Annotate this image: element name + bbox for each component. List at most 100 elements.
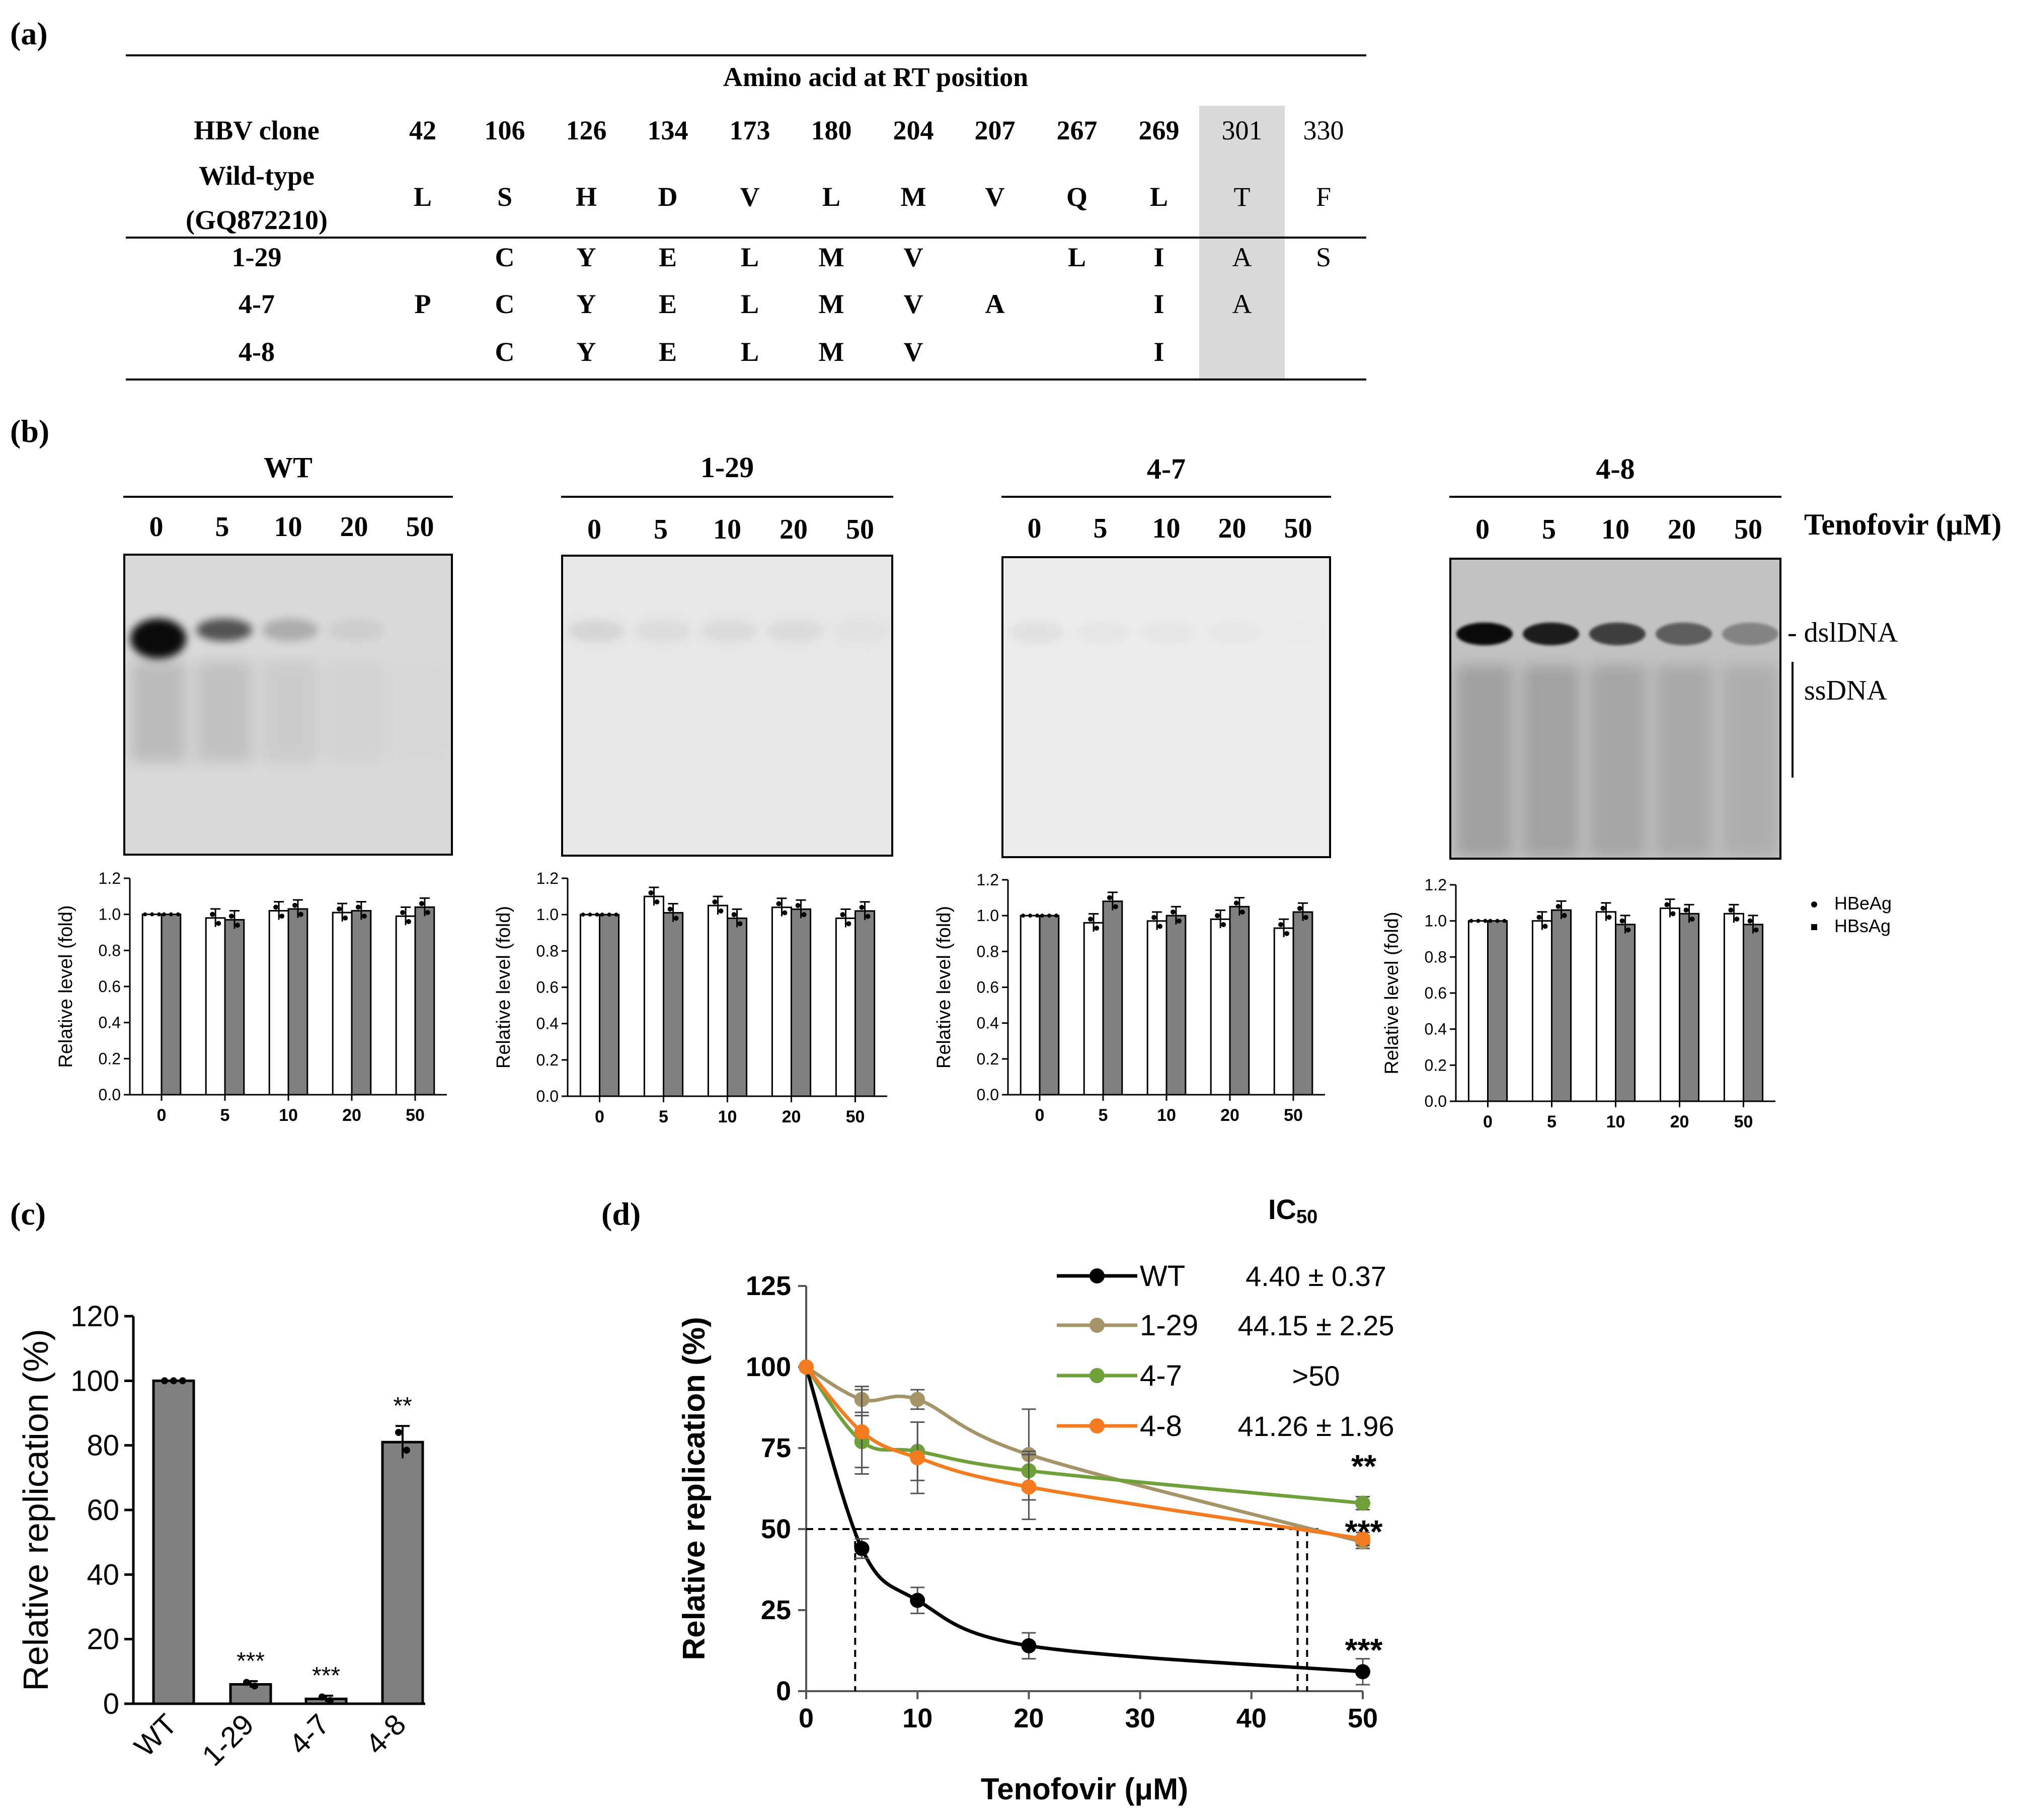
significance-label: *** — [1345, 1513, 1383, 1550]
significance-label: *** — [312, 1662, 340, 1689]
blot-title-rule — [1001, 496, 1331, 498]
y-tick-label: 0.4 — [99, 1014, 121, 1032]
bar-HBsAg — [1743, 924, 1764, 1102]
replicate-point — [1170, 909, 1176, 915]
x-tick-label: 10 — [279, 1106, 298, 1125]
replicate-point — [273, 904, 279, 910]
y-tick-label: 0.2 — [977, 1050, 999, 1068]
position-header-173: 173 — [729, 115, 770, 145]
x-tick-label: 20 — [1220, 1106, 1239, 1125]
x-tick-label: 0 — [799, 1703, 814, 1733]
y-tick-label: 1.2 — [536, 869, 559, 887]
replicate-point — [712, 899, 718, 904]
y-tick-label: 0.4 — [977, 1014, 999, 1032]
mutation-table: Amino acid at RT position HBV clone Wild… — [0, 0, 2022, 403]
y-tick-label: 0.6 — [1425, 984, 1447, 1002]
data-point-WT — [854, 1541, 870, 1556]
replicate-point — [1683, 907, 1689, 913]
blot-concentration-label: 0 — [1475, 514, 1490, 545]
replicate-point — [1495, 919, 1500, 923]
ic50-value-WT: 4.40 ± 0.37 — [1246, 1260, 1386, 1292]
replicate-point — [801, 912, 807, 918]
bar-HBeAg — [395, 915, 416, 1096]
bar-HBeAg — [1531, 920, 1552, 1102]
blot-title-4-7: 4-7 — [1146, 452, 1186, 485]
mutant-residue: E — [658, 289, 677, 319]
replicate-point — [395, 1429, 402, 1436]
position-header-204: 204 — [893, 115, 934, 145]
table-bottom-rule — [126, 378, 1366, 381]
position-header-134: 134 — [647, 115, 688, 145]
wildtype-residue: H — [575, 182, 597, 212]
bar-HBsAg — [1039, 915, 1060, 1096]
replicate-point — [1233, 900, 1239, 906]
y-tick-label: 1.2 — [99, 869, 121, 887]
ssdna-smear — [262, 661, 319, 762]
bar-chart-1-29: 0.0 0.2 0.4 0.6 0.8 1.0 1.2 Relative level (fol… — [493, 869, 887, 1126]
bar-HBsAg — [727, 917, 748, 1097]
y-tick-label: 75 — [761, 1433, 791, 1463]
bar-HBeAg — [141, 914, 163, 1096]
mutant-residue: A — [1232, 289, 1252, 319]
y-tick-label: 0.6 — [536, 978, 559, 997]
dsldna-band — [262, 619, 319, 641]
replicate-point — [157, 912, 162, 917]
replicate-point — [1483, 919, 1488, 923]
significance-label: *** — [1345, 1632, 1383, 1668]
ssdna-smear — [328, 661, 384, 762]
legend-marker-hbsag — [1811, 924, 1817, 930]
x-tick-label: 20 — [1670, 1112, 1689, 1131]
y-tick-label: 0.6 — [99, 977, 121, 996]
blot-title-1-29: 1-29 — [700, 451, 754, 484]
replicate-point — [795, 903, 801, 908]
significance-label: *** — [237, 1648, 265, 1675]
replicate-point — [1054, 914, 1058, 918]
replicate-point — [170, 1377, 177, 1385]
replicate-point — [1176, 918, 1182, 924]
bar-HBeAg — [1659, 907, 1680, 1102]
y-tick-label: 0.6 — [977, 978, 999, 997]
x-tick-label: 5 — [1099, 1106, 1108, 1125]
y-tick-label: 1.0 — [99, 905, 121, 924]
y-axis-label: Relative level (fold) — [55, 905, 76, 1068]
wildtype-residue: Q — [1066, 182, 1087, 212]
data-point-1-29 — [910, 1392, 925, 1407]
legend-marker-WT — [1090, 1268, 1105, 1283]
wildtype-residue: T — [1233, 182, 1251, 212]
clone-label: 1-29 — [231, 242, 282, 272]
replicate-point — [161, 1377, 168, 1385]
replicate-point — [1239, 909, 1245, 915]
ssdna-smear — [1655, 665, 1713, 857]
x-tick-label: 50 — [1284, 1106, 1303, 1125]
replicate-point — [292, 902, 297, 908]
replicate-point — [1536, 915, 1542, 920]
bar-HBeAg — [1273, 927, 1294, 1096]
y-tick-label: 0.0 — [1425, 1092, 1447, 1110]
wildtype-residue: L — [1149, 182, 1169, 212]
bar-1-29 — [229, 1683, 272, 1705]
replicate-point — [1619, 918, 1625, 924]
position-header-180: 180 — [811, 115, 852, 145]
y-tick-label: 0.8 — [536, 942, 559, 960]
blot-concentration-label: 5 — [1093, 513, 1108, 544]
dsldna-band — [701, 620, 758, 642]
replicate-point — [648, 890, 654, 895]
mutant-residue: V — [903, 289, 923, 319]
dsldna-band — [767, 620, 824, 642]
legend-label-1-29: 1-29 — [1140, 1309, 1198, 1342]
replicate-point — [400, 910, 406, 916]
x-tick-label: WT — [128, 1708, 183, 1763]
blot-concentration-label: 20 — [340, 511, 368, 543]
replicate-point — [343, 915, 348, 921]
chart-c: 0 20 40 60 80 100 120 Relative replication (%) W… — [16, 1300, 425, 1772]
x-tick-label: 10 — [1157, 1106, 1176, 1125]
legend-marker-4-8 — [1090, 1418, 1105, 1433]
dsldna-band — [1008, 621, 1065, 644]
replicate-point — [169, 912, 173, 917]
y-tick-label: 0.0 — [977, 1086, 999, 1104]
y-tick-label: 0.2 — [99, 1049, 121, 1068]
replicate-point — [319, 1693, 326, 1701]
blot-concentration-label: 10 — [274, 511, 302, 543]
replicate-point — [361, 914, 367, 919]
